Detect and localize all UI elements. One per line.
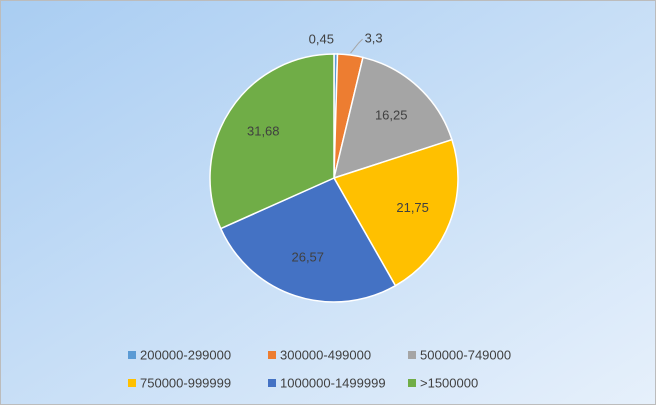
data-label: 16,25 (375, 108, 408, 123)
legend-label: 300000-499000 (280, 347, 371, 362)
leader-line (350, 38, 363, 54)
legend-swatch (268, 379, 276, 387)
legend-label: 1000000-1499999 (280, 375, 386, 390)
data-label: 26,57 (291, 250, 324, 265)
data-label: 0,45 (309, 31, 334, 46)
legend-swatch (128, 351, 136, 359)
pie-slice (332, 56, 453, 180)
legend-label: 200000-299000 (140, 347, 231, 362)
legend-swatch (408, 379, 416, 387)
legend-swatch (128, 379, 136, 387)
data-label: 21,75 (396, 200, 429, 215)
data-label: 3,3 (365, 31, 383, 46)
pie-slice (219, 177, 397, 303)
legend-label: 750000-999999 (140, 375, 231, 390)
data-label: 31,68 (247, 124, 280, 139)
legend-swatch (268, 351, 276, 359)
legend-swatch (408, 351, 416, 359)
legend-label: 500000-749000 (420, 347, 511, 362)
legend-label: >1500000 (420, 375, 478, 390)
pie-slice (209, 53, 335, 230)
pie-slice (332, 138, 459, 287)
